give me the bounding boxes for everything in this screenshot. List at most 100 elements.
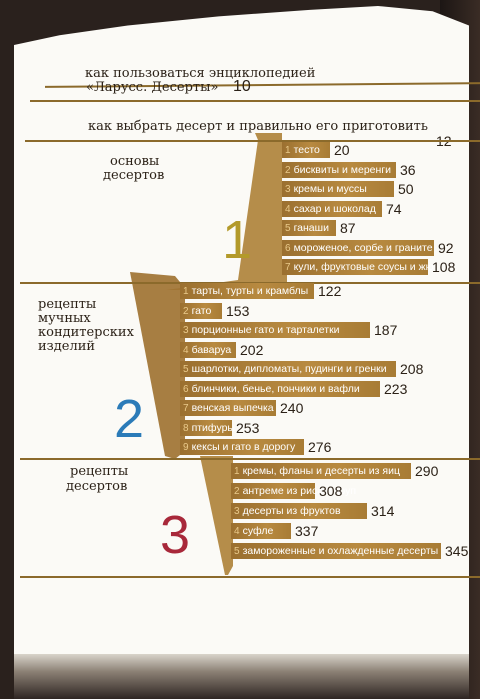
toc-item-label: суфле (242, 525, 274, 537)
toc-item-index: 1 (285, 144, 291, 156)
toc-item-index: 7 (285, 261, 291, 273)
toc-item-bar: 4 суфле (231, 523, 291, 539)
toc-item-label: кремы и муссы (293, 183, 367, 195)
rule-3 (25, 140, 480, 142)
toc-item-index: 5 (183, 363, 189, 375)
toc-item-index: 9 (183, 441, 189, 453)
toc-item-bar: 3 порционные гато и тарталетки (180, 322, 370, 338)
toc-item-page: 92 (438, 240, 454, 256)
toc-item-page: 314 (371, 503, 395, 519)
toc-item-label: сахар и шоколад (293, 203, 376, 215)
toc-item-bar: 1 кремы, фланы и десерты из яиц (231, 463, 411, 479)
rule-6 (20, 576, 480, 578)
toc-item-page: 208 (400, 361, 424, 377)
toc-item-label: десерты из фруктов (242, 505, 341, 517)
toc-item-label: замороженные и охлажденные десерты (242, 545, 439, 557)
toc-row: 5 замороженные и охлажденные десерты 345 (231, 543, 468, 559)
guide-title-line2: «Ларусс. Десерты» (86, 80, 219, 95)
toc-row: 3 порционные гато и тарталетки 187 (180, 322, 397, 338)
toc-item-page: 276 (308, 439, 332, 455)
toc-item-index: 7 (183, 402, 189, 414)
toc-item-page: 308 (319, 483, 343, 499)
toc-item-bar: 2 антреме из риса и круп (231, 483, 356, 499)
rule-2 (30, 100, 480, 102)
section1-title-line1: основы (110, 154, 160, 169)
toc-item-label: кремы, фланы и десерты из яиц (242, 465, 400, 477)
toc-item-index: 1 (234, 465, 240, 477)
toc-item-label: кули, фруктовые соусы и жю (293, 261, 434, 273)
toc-item-index: 6 (183, 383, 189, 395)
toc-item-page: 108 (432, 259, 456, 275)
band-2 (130, 272, 185, 459)
page-bottom-edge (14, 654, 469, 699)
toc-item-bar: 5 замороженные и охлажденные десерты (231, 543, 441, 559)
toc-item-bar: 3 кремы и муссы (282, 181, 394, 197)
toc-item-page: 87 (340, 220, 356, 236)
toc-item-page: 122 (318, 283, 342, 299)
toc-item-page: 187 (374, 322, 398, 338)
toc-item-index: 4 (183, 344, 189, 356)
toc-item-page: 74 (386, 201, 402, 217)
toc-item-bar: 1 тарты, турты и крамблы (180, 283, 314, 299)
toc-row: 8 птифуры 253 (180, 420, 259, 436)
toc-item-index: 3 (183, 324, 189, 336)
toc-item-index: 6 (285, 242, 291, 254)
toc-item-index: 4 (285, 203, 291, 215)
toc-item-index: 8 (183, 422, 189, 434)
toc-row: 1 тарты, турты и крамблы 122 (180, 283, 341, 299)
toc-row: 1 кремы, фланы и десерты из яиц 290 (231, 463, 438, 479)
toc-item-page: 337 (295, 523, 319, 539)
section2-title-line4: изделий (38, 339, 96, 354)
toc-row: 2 гато 153 (180, 303, 249, 319)
toc-item-page: 50 (398, 181, 414, 197)
toc-item-bar: 2 бисквиты и меренги (282, 162, 396, 178)
toc-item-page: 153 (226, 303, 250, 319)
toc-item-page: 240 (280, 400, 304, 416)
toc-item-index: 5 (285, 222, 291, 234)
toc-row: 6 блинчики, бенье, пончики и вафли 223 (180, 381, 407, 397)
toc-item-index: 2 (234, 485, 240, 497)
section2-number: 2 (114, 389, 145, 449)
toc-item-bar: 4 баваруа (180, 342, 236, 358)
toc-item-index: 3 (234, 505, 240, 517)
toc-item-index: 5 (234, 545, 240, 557)
toc-item-label: мороженое, сорбе и граните (293, 242, 433, 254)
toc-item-index: 2 (285, 164, 291, 176)
section3-title-line2: десертов (66, 479, 128, 494)
toc-item-label: антреме из риса и круп (242, 485, 357, 497)
toc-item-page: 223 (384, 381, 408, 397)
toc-item-index: 3 (285, 183, 291, 195)
toc-row: 2 антреме из риса и круп 308 (231, 483, 356, 499)
toc-item-label: шарлотки, дипломаты, пудинги и гренки (191, 363, 387, 375)
toc-item-bar: 4 сахар и шоколад (282, 201, 382, 217)
toc-item-bar: 1 тесто (282, 142, 330, 158)
section1-number: 1 (222, 210, 253, 270)
toc-item-label: порционные гато и тарталетки (191, 324, 340, 336)
toc-item-bar: 6 блинчики, бенье, пончики и вафли (180, 381, 380, 397)
section1-title-line2: десертов (103, 168, 165, 183)
band-1 (166, 133, 287, 290)
toc-item-bar: 5 ганаши (282, 220, 336, 236)
toc-item-label: баваруа (191, 344, 232, 356)
toc-row: 1 тесто 20 (282, 142, 350, 158)
choose-dessert-title: как выбрать десерт и правильно его приго… (88, 119, 428, 134)
toc-item-bar: 2 гато (180, 303, 222, 319)
toc-row: 7 кули, фруктовые соусы и жю 108 (282, 259, 455, 275)
band-3 (200, 456, 233, 575)
section3-title-line1: рецепты (70, 464, 129, 479)
toc-item-bar: 6 мороженое, сорбе и граните (282, 240, 434, 256)
toc-row: 4 суфле 337 (231, 523, 318, 539)
toc-item-label: гато (191, 305, 212, 317)
toc-item-page: 290 (415, 463, 439, 479)
toc-item-index: 4 (234, 525, 240, 537)
toc-row: 6 мороженое, сорбе и граните 92 (282, 240, 454, 256)
section3-number: 3 (160, 505, 191, 565)
section2-title-line1: рецепты (38, 297, 97, 312)
toc-item-bar: 8 птифуры (180, 420, 235, 436)
toc-item-bar: 9 кексы и гато в дорогу (180, 439, 304, 455)
toc-item-label: бисквиты и меренги (293, 164, 392, 176)
toc-row: 9 кексы и гато в дорогу 276 (180, 439, 331, 455)
guide-title-line1: как пользоваться энциклопедией (85, 66, 316, 81)
toc-item-bar: 5 шарлотки, дипломаты, пудинги и гренки (180, 361, 396, 377)
